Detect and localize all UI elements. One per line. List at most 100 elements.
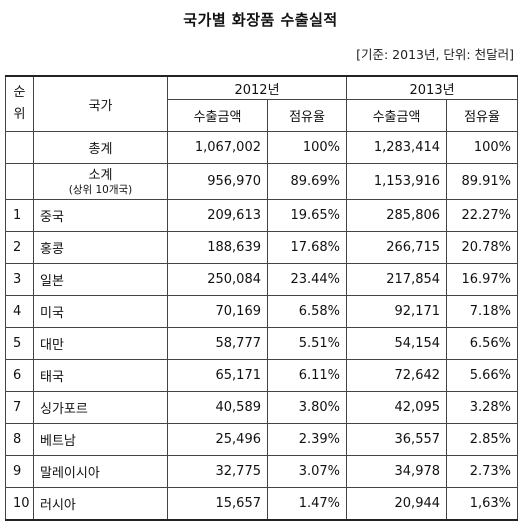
share-2012-cell: 3.80% bbox=[266, 391, 348, 424]
rank-cell: 9 bbox=[5, 455, 34, 488]
amount-2012-cell: 40,589 bbox=[167, 391, 268, 424]
amount-2012-cell: 25,496 bbox=[167, 423, 268, 456]
rank-cell: 2 bbox=[5, 231, 34, 264]
amount-2013-cell: 285,806 bbox=[346, 199, 448, 232]
subtotal-share-2013: 89.91% bbox=[446, 163, 519, 200]
share-2013-cell: 7.18% bbox=[446, 295, 519, 328]
rank-cell: 5 bbox=[5, 327, 34, 360]
rank-cell: 3 bbox=[5, 263, 34, 296]
share-2012-cell: 2.39% bbox=[266, 423, 348, 456]
share-2012-cell: 1.47% bbox=[266, 487, 348, 521]
share-2012-cell: 17.68% bbox=[266, 231, 348, 264]
total-amount-2013: 1,283,414 bbox=[346, 131, 448, 164]
table-row: 3 일본 250,084 23.44% 217,854 16.97% bbox=[5, 263, 519, 296]
amount-2013-cell: 34,978 bbox=[346, 455, 448, 488]
amount-2013-cell: 54,154 bbox=[346, 327, 448, 360]
share-2013-cell: 22.27% bbox=[446, 199, 519, 232]
country-cell: 싱가포르 bbox=[33, 391, 168, 424]
country-cell: 말레이시아 bbox=[33, 455, 168, 488]
document-title: 국가별 화장품 수출실적 bbox=[183, 11, 338, 29]
rank-cell: 7 bbox=[5, 391, 34, 424]
share-2013-cell: 16.97% bbox=[446, 263, 519, 296]
amount-2013-cell: 217,854 bbox=[346, 263, 448, 296]
share-2012-cell: 6.11% bbox=[266, 359, 348, 392]
export-amount-2013-header: 수출금액 bbox=[346, 99, 448, 132]
table-row: 6 태국 65,171 6.11% 72,642 5.66% bbox=[5, 359, 519, 392]
amount-2012-cell: 32,775 bbox=[167, 455, 268, 488]
rank-cell: 4 bbox=[5, 295, 34, 328]
amount-2012-cell: 70,169 bbox=[167, 295, 268, 328]
total-label: 총계 bbox=[33, 131, 168, 164]
share-2012-cell: 23.44% bbox=[266, 263, 348, 296]
header-row-columns: 수출금액 점유율 수출금액 점유율 bbox=[6, 99, 519, 132]
header-row-years: 순 위 국가 2012년 2013년 bbox=[5, 75, 519, 132]
subtotal-amount-2013: 1,153,916 bbox=[346, 163, 448, 200]
subtotal-sublabel: (상위 10개국) bbox=[68, 183, 133, 196]
country-cell: 러시아 bbox=[33, 487, 168, 521]
amount-2012-cell: 65,171 bbox=[167, 359, 268, 392]
amount-2013-cell: 266,715 bbox=[346, 231, 448, 264]
total-share-2012: 100% bbox=[266, 131, 348, 164]
share-2012-cell: 3.07% bbox=[266, 455, 348, 488]
country-header: 국가 bbox=[33, 75, 168, 132]
table-row: 10 러시아 15,657 1.47% 20,944 1,63% bbox=[5, 487, 519, 521]
share-2013-cell: 20.78% bbox=[446, 231, 519, 264]
amount-2012-cell: 15,657 bbox=[167, 487, 268, 521]
share-2013-header: 점유율 bbox=[446, 99, 519, 132]
amount-2013-cell: 36,557 bbox=[346, 423, 448, 456]
share-2012-cell: 5.51% bbox=[266, 327, 348, 360]
year-2013-header: 2013년 bbox=[346, 75, 519, 100]
total-row: 총계 1,067,002 100% 1,283,414 100% bbox=[5, 131, 519, 164]
share-2013-cell: 2.73% bbox=[446, 455, 519, 488]
year-2012-header: 2012년 bbox=[166, 75, 348, 100]
rank-cell: 1 bbox=[5, 199, 34, 232]
country-cell: 홍콩 bbox=[33, 231, 168, 264]
share-2013-cell: 2.85% bbox=[446, 423, 519, 456]
share-2013-cell: 1,63% bbox=[446, 487, 519, 521]
country-cell: 대만 bbox=[33, 327, 168, 360]
amount-2012-cell: 188,639 bbox=[167, 231, 268, 264]
subtotal-rank-cell bbox=[5, 163, 34, 200]
table-row: 2 홍콩 188,639 17.68% 266,715 20.78% bbox=[5, 231, 519, 264]
subtotal-label: 소계 bbox=[88, 167, 113, 183]
subtotal-label-cell: 소계 (상위 10개국) bbox=[33, 163, 168, 200]
country-cell: 미국 bbox=[33, 295, 168, 328]
table-row: 9 말레이시아 32,775 3.07% 34,978 2.73% bbox=[5, 455, 519, 488]
export-table: 순 위 국가 2012년 2013년 수출금액 점유율 수출금액 점유율 총계 … bbox=[5, 75, 519, 521]
amount-2012-cell: 58,777 bbox=[167, 327, 268, 360]
amount-2013-cell: 42,095 bbox=[346, 391, 448, 424]
rank-cell: 6 bbox=[5, 359, 34, 392]
share-2013-cell: 6.56% bbox=[446, 327, 519, 360]
country-cell: 베트남 bbox=[33, 423, 168, 456]
table-row: 1 중국 209,613 19.65% 285,806 22.27% bbox=[5, 199, 519, 232]
country-cell: 태국 bbox=[33, 359, 168, 392]
subtotal-share-2012: 89.69% bbox=[266, 163, 348, 200]
share-2012-header: 점유율 bbox=[266, 99, 348, 132]
total-amount-2012: 1,067,002 bbox=[167, 131, 268, 164]
rank-header-line2: 위 bbox=[13, 107, 26, 122]
country-cell: 일본 bbox=[33, 263, 168, 296]
amount-2013-cell: 20,944 bbox=[346, 487, 448, 521]
rank-header: 순 위 bbox=[5, 75, 34, 132]
amount-2012-cell: 209,613 bbox=[167, 199, 268, 232]
total-rank-cell bbox=[5, 131, 34, 164]
amount-2013-cell: 92,171 bbox=[346, 295, 448, 328]
share-2012-cell: 19.65% bbox=[266, 199, 348, 232]
unit-note: [기준: 2013년, 단위: 천달러] bbox=[356, 47, 514, 62]
amount-2012-cell: 250,084 bbox=[167, 263, 268, 296]
share-2013-cell: 3.28% bbox=[446, 391, 519, 424]
table-row: 8 베트남 25,496 2.39% 36,557 2.85% bbox=[5, 423, 519, 456]
table-row: 5 대만 58,777 5.51% 54,154 6.56% bbox=[5, 327, 519, 360]
country-cell: 중국 bbox=[33, 199, 168, 232]
amount-2013-cell: 72,642 bbox=[346, 359, 448, 392]
total-share-2013: 100% bbox=[446, 131, 519, 164]
rank-cell: 10 bbox=[5, 487, 34, 521]
share-2012-cell: 6.58% bbox=[266, 295, 348, 328]
rank-header-line1: 순 bbox=[13, 85, 26, 100]
subtotal-amount-2012: 956,970 bbox=[167, 163, 268, 200]
table-row: 7 싱가포르 40,589 3.80% 42,095 3.28% bbox=[5, 391, 519, 424]
table-row: 4 미국 70,169 6.58% 92,171 7.18% bbox=[5, 295, 519, 328]
share-2013-cell: 5.66% bbox=[446, 359, 519, 392]
rank-cell: 8 bbox=[5, 423, 34, 456]
export-amount-2012-header: 수출금액 bbox=[167, 99, 268, 132]
